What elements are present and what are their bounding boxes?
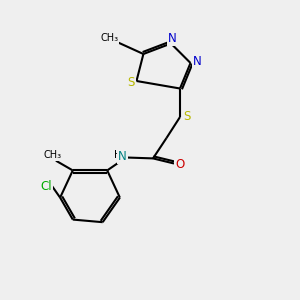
Text: H: H	[114, 149, 122, 160]
Text: O: O	[176, 158, 184, 171]
Text: CH₃: CH₃	[100, 33, 118, 43]
Text: CH₃: CH₃	[44, 150, 62, 160]
Text: N: N	[168, 32, 177, 46]
Text: N: N	[118, 150, 127, 164]
Text: S: S	[183, 110, 190, 124]
Text: S: S	[128, 76, 135, 89]
Text: N: N	[193, 55, 202, 68]
Text: Cl: Cl	[41, 180, 52, 193]
